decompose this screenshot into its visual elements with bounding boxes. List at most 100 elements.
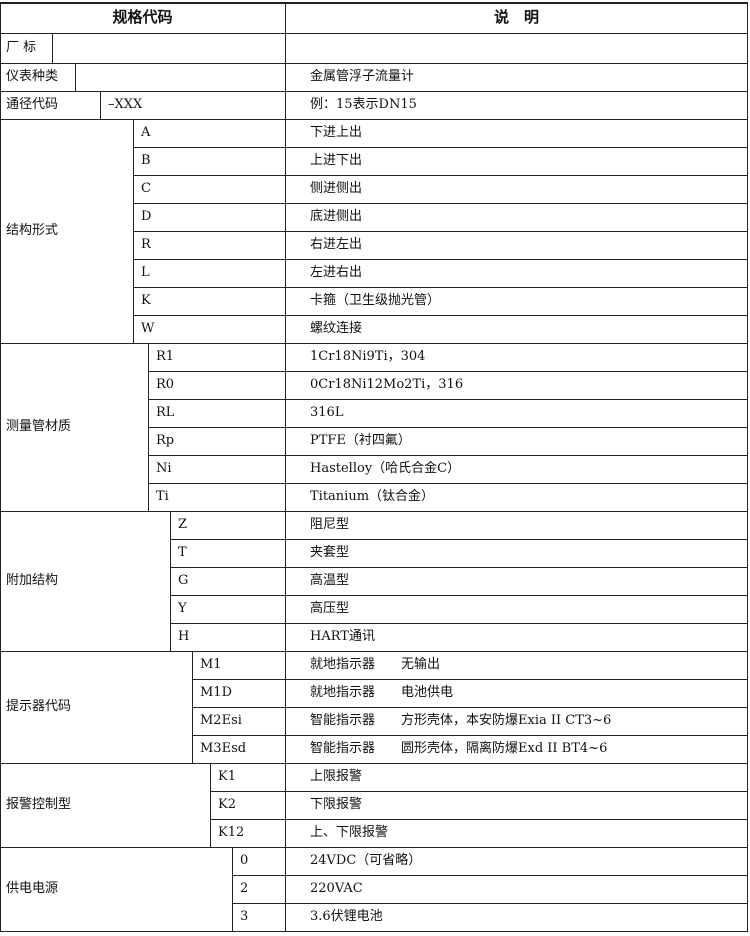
group-label: 测量管材质 <box>6 419 72 434</box>
code: K12 <box>218 825 245 840</box>
rule <box>0 651 748 652</box>
rule <box>0 33 748 34</box>
description: 就地指示器 无输出 <box>310 657 441 672</box>
description: 下限报警 <box>310 797 363 812</box>
rule <box>148 483 748 484</box>
rule <box>133 175 748 176</box>
code: K <box>141 293 151 308</box>
rule <box>0 91 748 92</box>
rule <box>148 399 748 400</box>
code: C <box>141 181 151 196</box>
description: 智能指示器 方形壳体，本安防爆Exia II CT3~6 <box>310 713 612 728</box>
rule <box>747 2 748 932</box>
rule <box>232 903 748 904</box>
code: M1D <box>200 685 233 700</box>
group-label: 结构形式 <box>6 223 59 238</box>
rule <box>192 707 748 708</box>
rule <box>285 2 286 932</box>
rule <box>0 343 748 344</box>
code: Ni <box>156 461 172 476</box>
code: M3Esd <box>200 741 247 756</box>
rule <box>133 147 748 148</box>
code: R1 <box>156 349 175 364</box>
rule <box>0 847 748 848</box>
rule <box>170 511 171 651</box>
rule <box>148 455 748 456</box>
description: 3.6伏锂电池 <box>310 909 383 924</box>
group-label: 报警控制型 <box>6 797 72 812</box>
code: L <box>141 265 150 280</box>
rule <box>170 567 748 568</box>
description: 220VAC <box>310 881 363 896</box>
description: Hastelloy（哈氏合金C） <box>310 461 461 476</box>
description: Titanium（钛合金） <box>310 489 435 504</box>
code: K1 <box>218 769 236 784</box>
rule <box>0 511 748 512</box>
description: 上进下出 <box>310 153 363 168</box>
description: 例：15表示DN15 <box>310 97 417 112</box>
code: G <box>178 573 189 588</box>
description: 24VDC（可省略） <box>310 853 422 868</box>
rule <box>52 33 53 63</box>
code: T <box>178 545 187 560</box>
description: 左进右出 <box>310 265 363 280</box>
code: Z <box>178 517 188 532</box>
rule <box>0 63 748 64</box>
rule <box>232 875 748 876</box>
rule <box>100 91 101 119</box>
description: 卡箍（卫生级抛光管） <box>310 293 441 308</box>
code: R0 <box>156 377 175 392</box>
description: 金属管浮子流量计 <box>310 69 415 84</box>
code: 3 <box>240 909 249 924</box>
rule <box>192 679 748 680</box>
rule <box>0 763 748 764</box>
header-cell: 说 明 <box>493 8 539 26</box>
group-label: 提示器代码 <box>6 699 72 714</box>
group-label: 供电电源 <box>6 881 59 896</box>
rule <box>133 315 748 316</box>
rule <box>0 119 748 120</box>
rule <box>210 763 211 847</box>
code: B <box>141 153 151 168</box>
rule <box>148 371 748 372</box>
rule <box>0 2 748 4</box>
description: 高压型 <box>310 601 350 616</box>
description: PTFE（衬四氟） <box>310 433 411 448</box>
description: 就地指示器 电池供电 <box>310 685 454 700</box>
code: M1 <box>200 657 222 672</box>
description: 智能指示器 圆形壳体，隔离防爆Exd II BT4~6 <box>310 741 608 756</box>
code: W <box>141 321 155 336</box>
code: 2 <box>240 881 249 896</box>
code: RL <box>156 405 175 420</box>
description: 阻尼型 <box>310 517 350 532</box>
description: 底进侧出 <box>310 209 363 224</box>
rule <box>210 819 748 820</box>
row-label: 厂 标 <box>6 40 37 55</box>
code: D <box>141 209 152 224</box>
row-label: 仪表种类 <box>6 69 59 84</box>
code: Rp <box>156 433 175 448</box>
description: 0Cr18Ni12Mo2Ti，316 <box>310 377 464 392</box>
group-label: 附加结构 <box>6 573 59 588</box>
row-label: 通径代码 <box>6 97 59 112</box>
code: Y <box>178 601 187 616</box>
description: 下进上出 <box>310 125 363 140</box>
rule <box>148 427 748 428</box>
description: 316L <box>310 405 344 420</box>
rule <box>133 287 748 288</box>
description: 1Cr18Ni9Ti，304 <box>310 349 426 364</box>
header-cell: 规格代码 <box>112 8 173 26</box>
description: 上、下限报警 <box>310 825 389 840</box>
rule <box>232 847 233 931</box>
code: K2 <box>218 797 236 812</box>
code: Ti <box>156 489 169 504</box>
description: 侧进侧出 <box>310 181 363 196</box>
rule <box>170 539 748 540</box>
description: 右进左出 <box>310 237 363 252</box>
description: 夹套型 <box>310 545 350 560</box>
code: 0 <box>240 853 249 868</box>
rule <box>0 2 1 932</box>
rule <box>0 931 748 932</box>
code: –XXX <box>108 97 143 112</box>
